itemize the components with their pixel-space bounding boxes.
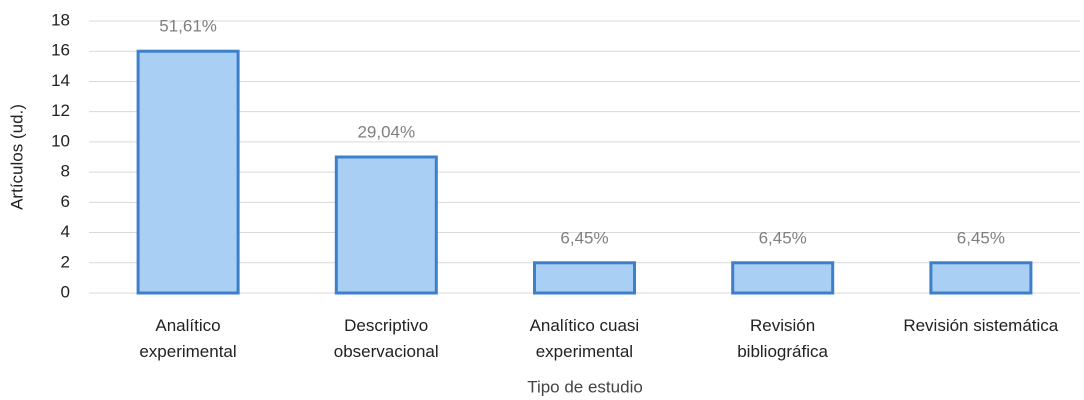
y-tick-label: 8 bbox=[61, 162, 70, 181]
x-tick-label: Revisión bibliográfica bbox=[737, 316, 828, 361]
annotation: 6,45% bbox=[759, 228, 807, 247]
y-tick-label: 18 bbox=[51, 10, 70, 29]
y-tick-label: 2 bbox=[61, 252, 70, 271]
y-tick-label: 4 bbox=[61, 222, 70, 241]
bar bbox=[731, 261, 835, 295]
annotation: 29,04% bbox=[357, 122, 415, 141]
y-tick-label: 16 bbox=[51, 41, 70, 60]
annotation: 51,61% bbox=[159, 17, 217, 36]
x-tick-label: Revisión sistemática bbox=[903, 316, 1059, 335]
bar bbox=[929, 261, 1033, 295]
y-tick-label: 6 bbox=[61, 192, 70, 211]
bar bbox=[334, 155, 438, 295]
x-axis-title: Tipo de estudio bbox=[527, 377, 643, 396]
y-axis-title: Artículos (ud.) bbox=[7, 104, 26, 210]
annotation: 6,45% bbox=[560, 228, 608, 247]
y-tick-label: 10 bbox=[51, 131, 70, 150]
y-tick-label: 14 bbox=[51, 71, 70, 90]
x-tick-label: Analítico experimental bbox=[139, 316, 237, 361]
bar bbox=[533, 261, 636, 295]
bar bbox=[136, 49, 240, 295]
x-tick-label: Descriptivo observacional bbox=[333, 316, 439, 361]
y-tick-label: 12 bbox=[51, 101, 70, 120]
annotation: 6,45% bbox=[957, 228, 1005, 247]
x-tick-label: Analítico cuasi experimental bbox=[529, 316, 640, 361]
y-tick-label: 0 bbox=[61, 282, 70, 301]
